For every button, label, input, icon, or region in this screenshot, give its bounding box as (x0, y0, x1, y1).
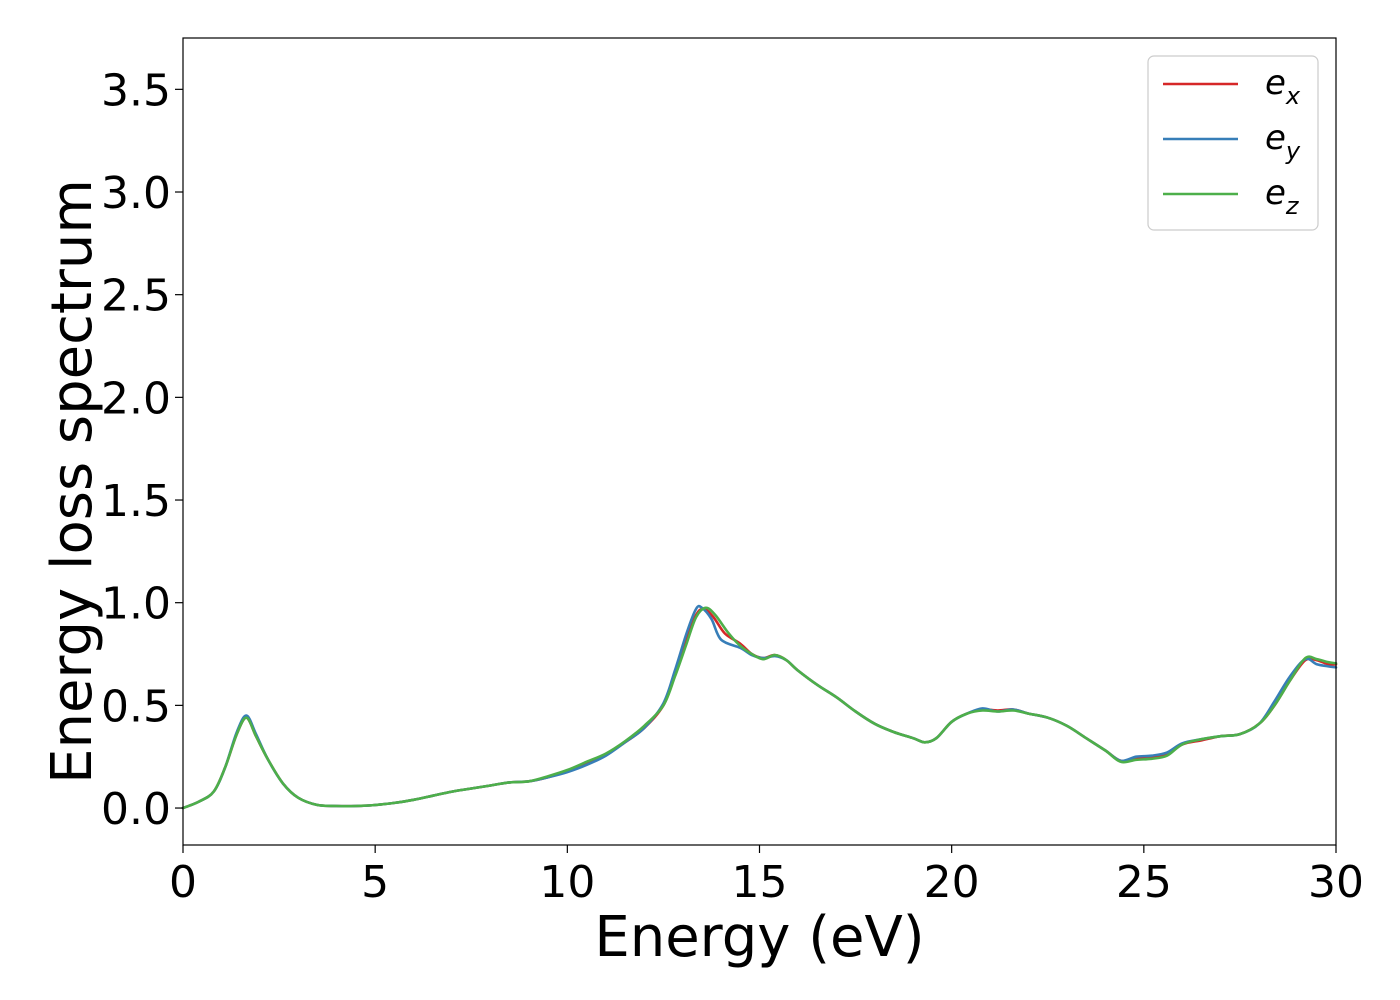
y-tick-label: 1.5 (101, 476, 171, 527)
x-tick-label: 5 (361, 857, 389, 908)
x-tick-label: 20 (924, 857, 980, 908)
legend-label: ey (1265, 118, 1301, 165)
ticks-layer: 0 5 10 15 20 25 30 0.0 0.5 1.0 1.5 2.0 2.5 3.0 3.5 (101, 65, 1364, 908)
x-axis-label: Energy (eV) (594, 905, 924, 970)
y-tick-label: 2.0 (101, 373, 171, 424)
y-tick-label: 3.0 (101, 168, 171, 219)
legend-label-base: e (1265, 63, 1286, 103)
y-tick-label: 2.5 (101, 271, 171, 322)
x-tick-label: 15 (732, 857, 788, 908)
legend-label: ez (1265, 173, 1300, 220)
y-axis-label: Energy loss spectrum (40, 179, 105, 784)
y-tick-label: 1.0 (101, 579, 171, 630)
series-layer (181, 604, 1338, 810)
legend-label-subscript: y (1285, 137, 1301, 165)
legend-label: ex (1265, 63, 1301, 110)
x-tick-label: 0 (169, 857, 197, 908)
x-tick-label: 25 (1116, 857, 1172, 908)
series-line-e-z (181, 606, 1338, 810)
y-tick-label: 0.0 (101, 784, 171, 835)
x-tick-label: 10 (539, 857, 595, 908)
y-tick-label: 3.5 (101, 65, 171, 116)
legend-label-base: e (1265, 173, 1286, 213)
legend-label-subscript: x (1285, 82, 1301, 110)
legend-label-subscript: z (1285, 192, 1300, 220)
x-tick-label: 30 (1308, 857, 1364, 908)
y-tick-label: 0.5 (101, 681, 171, 732)
legend-box (1147, 55, 1319, 231)
legend-label-base: e (1265, 118, 1286, 158)
